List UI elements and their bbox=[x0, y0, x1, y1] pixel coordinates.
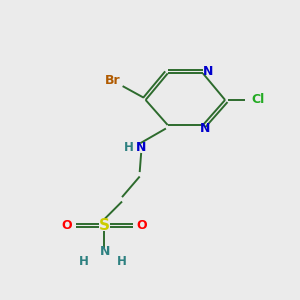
Text: N: N bbox=[200, 122, 211, 135]
Text: H: H bbox=[79, 255, 89, 268]
Text: S: S bbox=[99, 218, 110, 232]
Text: O: O bbox=[61, 219, 72, 232]
Text: H: H bbox=[124, 141, 134, 154]
Text: Cl: Cl bbox=[251, 93, 265, 106]
Text: N: N bbox=[203, 65, 214, 79]
Text: O: O bbox=[137, 219, 147, 232]
Text: H: H bbox=[117, 255, 127, 268]
Text: N: N bbox=[136, 141, 146, 154]
Text: N: N bbox=[100, 245, 110, 258]
Text: Br: Br bbox=[105, 74, 120, 87]
